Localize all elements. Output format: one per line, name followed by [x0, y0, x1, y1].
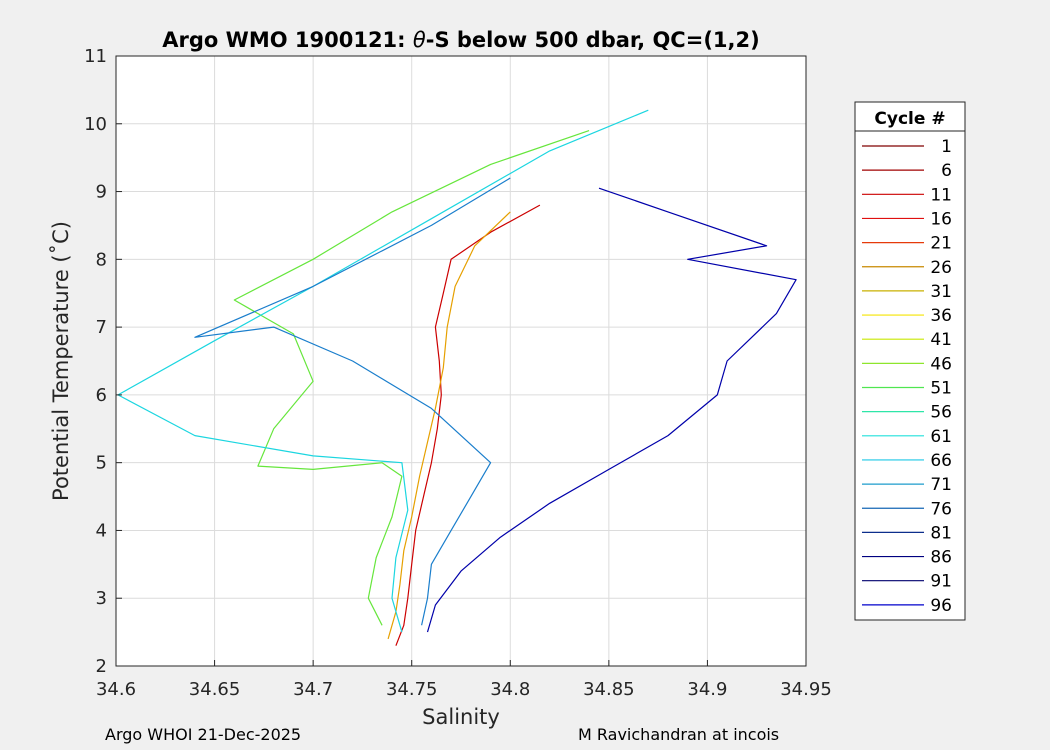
footer-left: Argo WHOI 21-Dec-2025: [105, 725, 301, 744]
y-axis-ticks: 2 3 4 5 6 7 8 9 10 11: [84, 46, 122, 677]
legend-label: 61: [930, 427, 952, 447]
legend-label: 6: [941, 161, 952, 181]
x-tick-label: 34.8: [490, 679, 530, 700]
x-tick-label: 34.9: [687, 679, 727, 700]
y-tick-label: 11: [84, 46, 107, 67]
legend-label: 81: [930, 523, 952, 543]
plot-area: [116, 56, 806, 666]
legend-label: 11: [930, 185, 952, 205]
legend-label: 71: [930, 475, 952, 495]
series-line-2: [387, 211, 511, 640]
legend-label: 31: [930, 282, 952, 302]
legend-label: 66: [930, 451, 952, 471]
series-line-1: [395, 204, 541, 646]
legend-label: 51: [930, 379, 952, 399]
legend-label: 46: [930, 354, 952, 374]
legend-label: 41: [930, 330, 952, 350]
series-layer: [117, 109, 797, 646]
legend-label: 16: [930, 209, 952, 229]
plot-axes: 34.6 34.65 34.7 34.75 34.8 34.85 34.9 34.95 234…: [84, 46, 832, 700]
x-tick-label: 34.95: [780, 679, 832, 700]
y-tick-label: 4: [96, 520, 107, 541]
y-tick-label: 10: [84, 114, 107, 135]
legend-label: 96: [930, 596, 952, 616]
legend-label: 76: [930, 499, 952, 519]
y-tick-label: 2: [96, 656, 107, 677]
y-tick-label: 8: [96, 249, 107, 270]
legend-title: Cycle #: [874, 109, 945, 129]
legend-label: 1: [941, 137, 952, 157]
y-tick-label: 3: [96, 588, 107, 609]
x-tick-label: 34.85: [583, 679, 635, 700]
legend-label: 56: [930, 403, 952, 423]
y-tick-label: 7: [96, 317, 107, 338]
y-axis-label: Potential Temperature (˚C): [49, 221, 73, 501]
x-tick-label: 34.75: [386, 679, 438, 700]
legend-label: 91: [930, 572, 952, 592]
y-tick-label: 6: [96, 385, 107, 406]
x-tick-label: 34.7: [293, 679, 333, 700]
series-line-5: [194, 177, 511, 626]
legend-box: [854, 101, 966, 621]
series-line-4: [117, 109, 649, 633]
x-axis-label: Salinity: [422, 705, 500, 729]
legend-label: 86: [930, 548, 952, 568]
axes-box: [115, 55, 807, 667]
x-tick-label: 34.6: [96, 679, 136, 700]
series-line-6: [426, 187, 797, 633]
legend: Cycle # 16111621263136414651566166717681…: [854, 101, 966, 621]
chart-title: Argo WMO 1900121: θ-S below 500 dbar, QC…: [162, 28, 759, 52]
y-tick-label: 9: [96, 182, 107, 203]
y-tick-label: 5: [96, 453, 107, 474]
legend-label: 26: [930, 258, 952, 278]
legend-label: 36: [930, 306, 952, 326]
footer-right: M Ravichandran at incois: [578, 725, 779, 744]
x-tick-label: 34.65: [189, 679, 241, 700]
x-axis-ticks: 34.6 34.65 34.7 34.75 34.8 34.85 34.9 34.95: [96, 660, 832, 700]
legend-label: 21: [930, 234, 952, 254]
